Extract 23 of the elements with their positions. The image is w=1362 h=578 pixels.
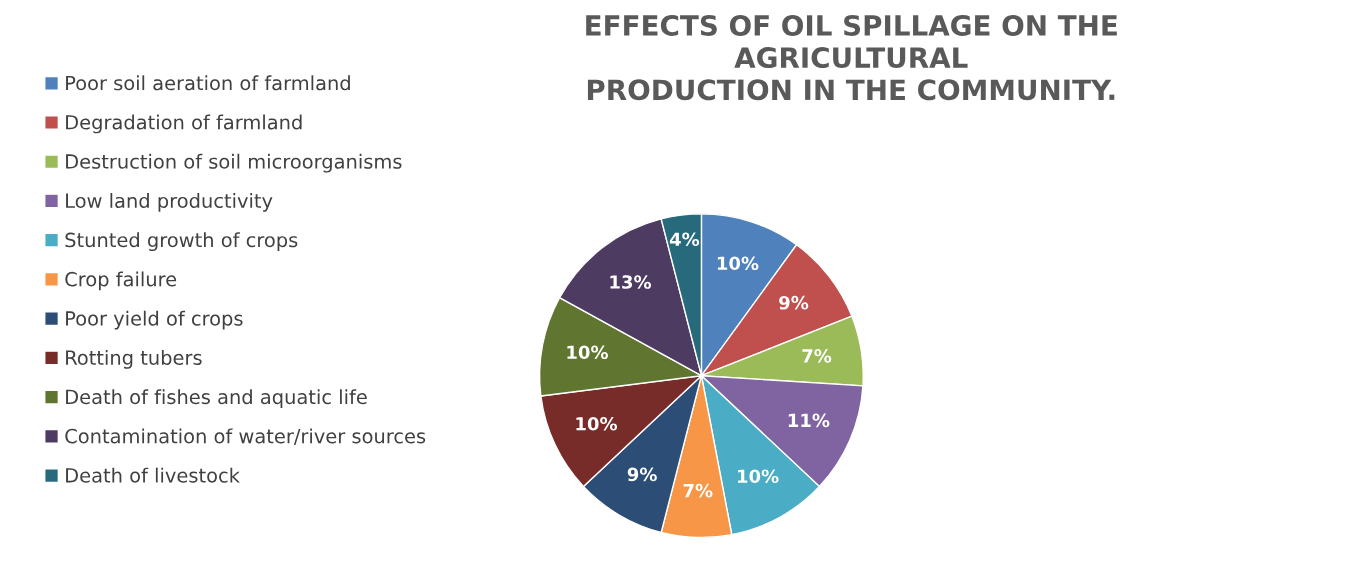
legend-label: Poor yield of crops — [66, 310, 243, 330]
legend-label: Degradation of farmland — [66, 114, 302, 134]
data-label: 4% — [669, 232, 700, 247]
legend-label: Destruction of soil microorganisms — [66, 153, 402, 173]
legend-label: Death of fishes and aquatic life — [66, 389, 367, 408]
legend-label: Crop failure — [65, 271, 177, 291]
data-label: 10% — [737, 469, 779, 484]
legend-label: Contamination of water/river sources — [65, 428, 426, 445]
chart-title: EFFECTS OF OIL SPILLAGE ON THE AGRICULTURAL PRODUCTION IN THE COMMUNITY. — [586, 14, 1117, 101]
legend-label: Stunted growth of crops — [65, 232, 298, 252]
legend-label: Rotting tubers — [66, 349, 202, 369]
data-label: 10% — [576, 416, 618, 431]
data-label: 7% — [683, 483, 713, 498]
legend-label: Low land productivity — [66, 193, 273, 212]
legend-label: Poor soil aeration of farmland — [66, 75, 350, 91]
data-label: 7% — [802, 349, 832, 363]
data-label: 10% — [567, 345, 608, 360]
data-label: 13% — [610, 275, 652, 289]
data-label: 10% — [717, 256, 759, 271]
data-label: 9% — [627, 467, 657, 482]
data-label: 11% — [788, 413, 830, 428]
legend-label: Death of livestock — [66, 467, 240, 483]
data-label: 9% — [779, 295, 809, 310]
